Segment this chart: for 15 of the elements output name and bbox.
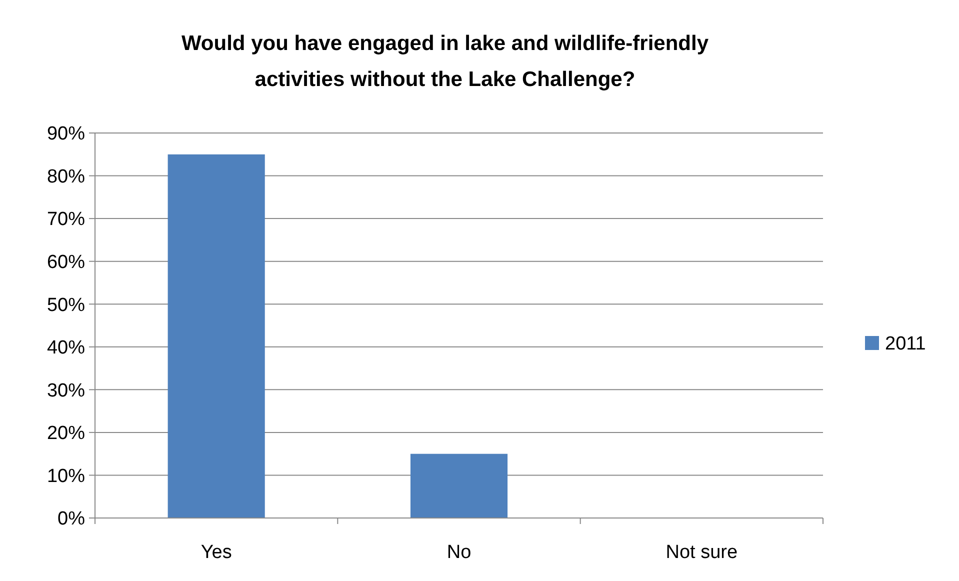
y-tick-label: 80% xyxy=(46,166,86,188)
y-tick-label: 50% xyxy=(46,294,86,316)
y-tick-label: 40% xyxy=(46,338,86,359)
x-tick-label: Not sure xyxy=(666,542,738,563)
y-tick-label: 60% xyxy=(46,252,86,273)
y-tick-label: 70% xyxy=(46,209,86,230)
y-tick-label: 10% xyxy=(46,466,86,487)
y-tick-label: 30% xyxy=(46,380,86,402)
y-tick-label: 0% xyxy=(58,508,86,530)
y-tick-label: 90% xyxy=(46,124,86,145)
legend-label: 2011 xyxy=(885,334,926,355)
x-tick-label: No xyxy=(446,542,472,563)
chart-title: Would you have engaged in lake and wildlife-friendly activities without the Lake Challenge? xyxy=(181,32,709,91)
x-tick-label: Yes xyxy=(200,542,232,563)
y-tick-label: 20% xyxy=(46,423,86,444)
